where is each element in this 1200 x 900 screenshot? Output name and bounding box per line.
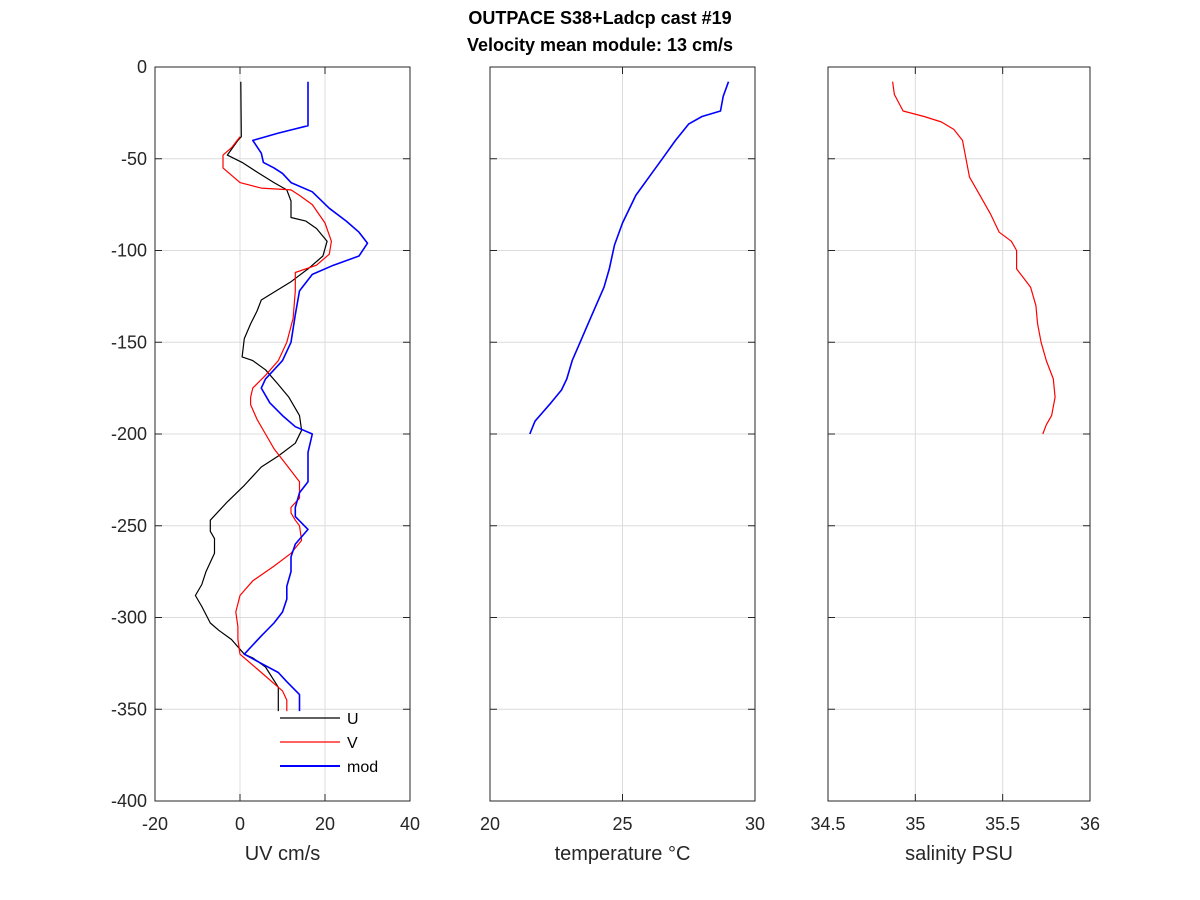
x-tick-label: 25 [612,814,632,834]
y-tick-label: -300 [111,608,147,628]
legend-label-v: V [347,735,358,752]
x-tick-label: 30 [745,814,765,834]
x-axis-label: temperature °C [555,843,691,865]
series-line-salinity [892,81,1056,435]
x-tick-label: 36 [1080,814,1100,834]
x-tick-label: 34.5 [810,814,845,834]
y-tick-label: -100 [111,241,147,261]
chart-panel-3: 34.5 35 35.5 36 salinity PSU [810,66,1100,865]
x-tick-label: 0 [235,814,245,834]
y-tick-label: -350 [111,699,147,719]
y-tick-label: -250 [111,516,147,536]
y-tick-label: -50 [121,149,147,169]
series-line-u [194,81,328,712]
y-tick-label: 0 [137,57,147,77]
figure-title-line-2: Velocity mean module: 13 cm/s [466,35,734,55]
chart-panel-1: -20 0 20 40-400-350-300-250-200-150-100-500… [111,57,420,865]
series-line-temperature [529,81,730,435]
series-line-v [222,136,332,712]
y-tick-label: -200 [111,424,147,444]
x-tick-label: -20 [142,814,168,834]
x-tick-label: 35.5 [985,814,1020,834]
series-line-mod [243,81,369,712]
x-tick-label: 20 [315,814,335,834]
x-tick-label: 40 [400,814,420,834]
x-tick-label: 35 [905,814,925,834]
figure-title-line-1: OUTPACE S38+Ladcp cast #19 [468,8,732,28]
y-tick-label: -150 [111,332,147,352]
legend-label-u: U [347,711,359,728]
y-tick-label: -400 [111,791,147,811]
legend-label-mod: mod [347,759,378,776]
x-axis-label: salinity PSU [905,843,1013,865]
x-tick-label: 20 [480,814,500,834]
chart-panel-2: 20 25 30 temperature °C [480,66,765,865]
x-axis-label: UV cm/s [245,843,321,865]
